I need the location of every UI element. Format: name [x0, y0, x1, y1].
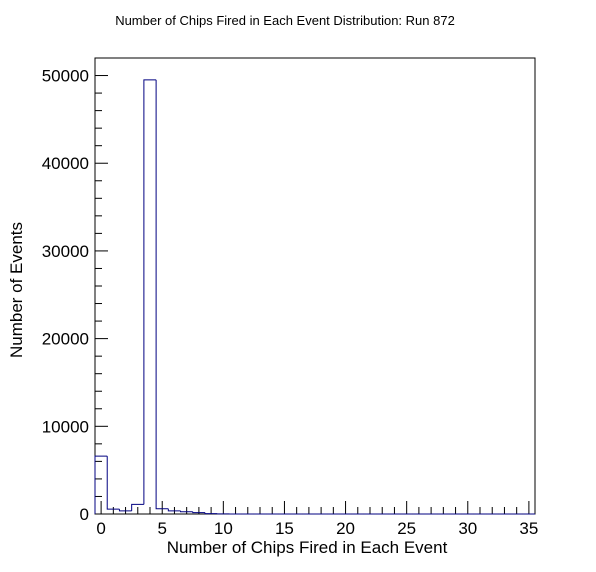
histogram-bar: [155, 79, 169, 510]
x-axis-title: Number of Chips Fired in Each Event: [167, 538, 448, 557]
y-tick-label: 20000: [42, 330, 89, 349]
x-tick-label: 30: [458, 519, 477, 538]
x-tick-label: 15: [275, 519, 294, 538]
histogram-bar: [106, 456, 120, 510]
histogram-bar: [131, 503, 144, 511]
x-tick-label: 5: [157, 519, 166, 538]
y-tick-label: 40000: [42, 154, 89, 173]
histogram-bar: [167, 508, 181, 512]
y-tick-label: 0: [80, 505, 89, 524]
x-tick-label: 35: [519, 519, 538, 538]
y-tick-label: 30000: [42, 242, 89, 261]
y-axis-title: Number of Events: [7, 222, 26, 358]
x-tick-label: 10: [214, 519, 233, 538]
histogram-bar: [180, 510, 193, 513]
chart-title: Number of Chips Fired in Each Event Dist…: [115, 13, 455, 28]
x-tick-label: 20: [336, 519, 355, 538]
histogram-bar: [204, 512, 218, 515]
histogram-bar: [192, 511, 205, 514]
histogram-bar: [143, 79, 157, 505]
y-axis-tick-labels: 0 10000 20000 30000 40000 50000: [42, 67, 89, 524]
y-axis-ticks: [95, 57, 108, 515]
x-axis-ticks: [100, 501, 530, 514]
histogram-bar: [118, 509, 132, 512]
x-axis-tick-labels: 0 5 10 15 20 25 30 35: [96, 519, 538, 538]
plot-frame: [94, 57, 536, 515]
y-tick-label: 10000: [42, 417, 89, 436]
histogram-bars: [94, 79, 535, 515]
y-tick-label: 50000: [42, 67, 89, 86]
x-tick-label: 25: [397, 519, 416, 538]
x-tick-label: 0: [96, 519, 105, 538]
histogram-bar: [94, 455, 108, 514]
